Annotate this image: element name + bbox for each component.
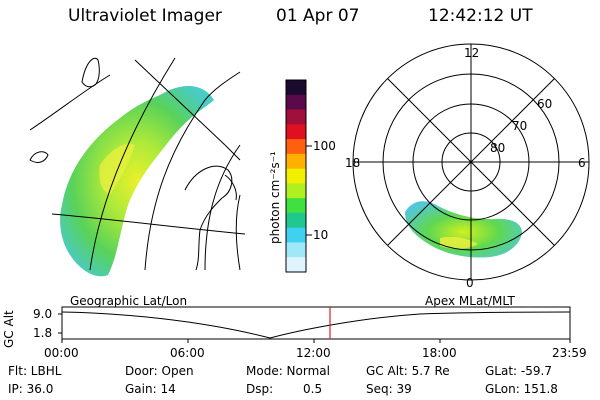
mlat-label-70: 70 [512, 119, 528, 133]
altitude-plot [58, 306, 571, 343]
colorbar-swatch [286, 80, 306, 96]
polar-plot [352, 43, 590, 281]
info-glon: GLon: 151.8 [485, 382, 558, 396]
date-label: 01 Apr 07 [276, 6, 360, 26]
info-dsp-value: 0.5 [303, 382, 323, 396]
colorbar-swatch [286, 168, 306, 184]
mlat-label-80: 80 [490, 141, 506, 155]
geographic-map [29, 57, 246, 277]
colorbar-swatch [286, 198, 306, 214]
info-ip: IP: 36.0 [8, 382, 54, 396]
time-label: 12:42:12 UT [428, 6, 533, 26]
colorbar-tick-100: 100 [313, 139, 336, 153]
info-glat: GLat: -59.7 [485, 364, 552, 378]
colorbar-tick-10: 10 [313, 228, 329, 242]
alt-ytick-1.8: 1.8 [33, 326, 53, 340]
alt-xtick-2359: 23:59 [552, 346, 587, 360]
mlt-label-0: 0 [466, 276, 474, 290]
aurora-emission-polar [405, 201, 522, 258]
geo-caption: Geographic Lat/Lon [70, 294, 188, 308]
info-door: Door: Open [125, 364, 194, 378]
app-title: Ultraviolet Imager [68, 6, 222, 26]
info-dsp-label: Dsp: [246, 382, 274, 396]
colorbar-swatch [286, 227, 306, 243]
colorbar-unit-label: photon cm⁻²s⁻¹ [268, 151, 282, 244]
colorbar-swatch [286, 94, 306, 111]
mlt-label-6: 6 [578, 156, 586, 170]
colorbar-swatch [286, 109, 306, 125]
alt-xtick-0000: 00:00 [44, 346, 79, 360]
alt-xtick-1200: 12:00 [296, 346, 331, 360]
alt-xtick-0600: 06:00 [170, 346, 205, 360]
color-bar [286, 80, 306, 273]
mlt-label-12: 12 [464, 46, 480, 60]
info-mode: Mode: Normal [246, 364, 330, 378]
colorbar-swatch [286, 153, 306, 170]
info-gain: Gain: 14 [125, 382, 176, 396]
info-seq: Seq: 39 [366, 382, 412, 396]
info-gc-alt: GC Alt: 5.7 Re [366, 364, 450, 378]
colorbar-swatch [286, 139, 306, 155]
info-flt: Flt: LBHL [8, 364, 62, 378]
colorbar-swatch [286, 257, 306, 273]
colorbar-swatch [286, 242, 306, 258]
altitude-curve [61, 311, 571, 339]
alt-xtick-1800: 18:00 [422, 346, 457, 360]
mlat-label-60: 60 [537, 97, 553, 111]
colorbar-swatch [286, 124, 306, 140]
mlt-label-18: 18 [345, 156, 361, 170]
apex-caption: Apex MLat/MLT [425, 294, 515, 308]
alt-ylabel: GC Alt [2, 310, 16, 348]
colorbar-swatch [286, 212, 306, 229]
colorbar-swatch [286, 183, 306, 199]
alt-ytick-9: 9.0 [33, 307, 53, 321]
